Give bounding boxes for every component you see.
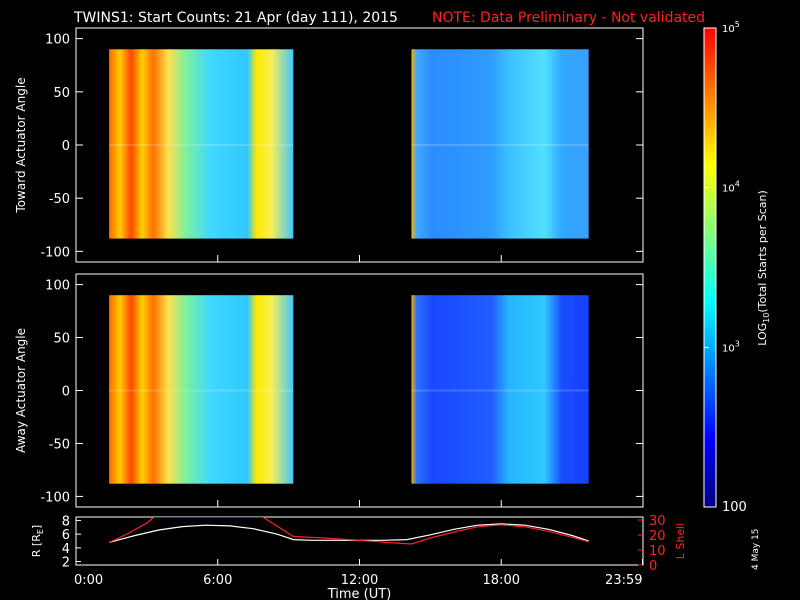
y-tick-label: 0 — [62, 139, 70, 154]
right-y-tick-label: 30 — [649, 514, 666, 529]
colorbar-tick-base: 10 — [722, 24, 735, 35]
y-tick-label: -50 — [49, 437, 70, 452]
heatmap-block-1 — [109, 295, 294, 484]
radius-label-end: ] — [30, 525, 43, 529]
y-tick-label: -100 — [40, 490, 70, 505]
colorbar-tick-exp: 4 — [735, 180, 740, 189]
colorbar-label: LOG10(Total Starts per Scan) — [756, 190, 771, 346]
left-y-tick-label: 8 — [62, 514, 70, 529]
radius-label-sub: E — [36, 529, 45, 534]
colorbar-tick-label: 100 — [722, 500, 747, 515]
colorbar-tick-label: 104 — [722, 180, 740, 195]
date-stamp: 4 May 15 — [751, 528, 761, 570]
x-tick-label: 18:00 — [483, 573, 520, 588]
preliminary-note: NOTE: Data Preliminary - Not validated — [432, 10, 705, 26]
x-axis-label: Time (UT) — [327, 587, 392, 600]
x-tick-label: 12:00 — [341, 573, 378, 588]
l-shell-line — [108, 517, 589, 545]
away-angle-panel: 100 50 0 -50 -100 Away Actuator Angle — [14, 273, 644, 508]
heatmap-block-1 — [109, 49, 294, 239]
radius-axis-label: R [RE] — [30, 525, 45, 557]
colorbar-scale — [703, 27, 717, 508]
y-axis-label: Away Actuator Angle — [14, 328, 28, 453]
colorbar-tick-base: 100 — [722, 500, 747, 515]
left-y-tick-label: 6 — [62, 528, 70, 543]
left-y-tick-label: 2 — [62, 556, 70, 571]
heatmap-block-2 — [411, 295, 589, 484]
right-y-tick-label: 0 — [649, 559, 657, 574]
left-y-tick-label: 4 — [62, 542, 70, 557]
radius-line — [108, 523, 589, 543]
y-tick-label: -100 — [40, 245, 70, 260]
colorbar-tick-base: 10 — [722, 343, 735, 354]
colorbar-tick-label: 105 — [722, 20, 740, 35]
y-tick-label: 0 — [62, 385, 70, 400]
l-shell-axis-label: L Shell — [674, 523, 687, 559]
heatmap-block-2 — [411, 49, 589, 239]
colorbar-label-main: LOG — [756, 323, 769, 346]
right-y-tick-label: 10 — [649, 544, 666, 559]
y-tick-label: 100 — [45, 33, 70, 48]
colorbar-tick-exp: 3 — [735, 339, 740, 348]
figure-title: TWINS1: Start Counts: 21 Apr (day 111), … — [73, 10, 398, 26]
x-tick-label: 6:00 — [203, 573, 232, 588]
y-axis-label: Toward Actuator Angle — [14, 77, 28, 213]
colorbar-label-rest: (Total Starts per Scan) — [756, 190, 769, 312]
y-tick-label: -50 — [49, 192, 70, 207]
colorbar-label-sub: 10 — [762, 313, 771, 323]
x-tick-label: 0:00 — [74, 573, 103, 588]
toward-angle-panel: 100 50 0 -50 -100 Toward Actuator Angle — [14, 27, 644, 263]
y-tick-label: 50 — [53, 86, 70, 101]
colorbar-tick-label: 103 — [722, 339, 740, 354]
right-y-tick-label: 20 — [649, 529, 666, 544]
x-tick-label: 23:59 — [605, 573, 642, 588]
colorbar-tick-base: 10 — [722, 184, 735, 195]
radius-label-main: R [R — [30, 534, 43, 557]
orbit-frame — [75, 516, 644, 566]
y-tick-label: 100 — [45, 279, 70, 294]
colorbar-tick-exp: 5 — [735, 20, 740, 29]
y-tick-label: 50 — [53, 332, 70, 347]
